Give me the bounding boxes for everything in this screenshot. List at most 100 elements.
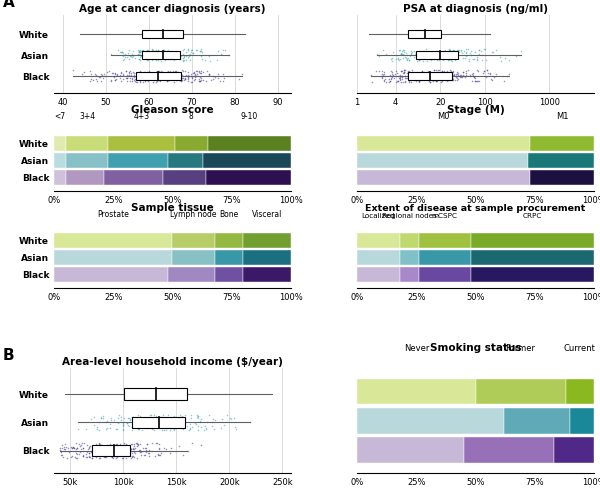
Point	[106, 76, 115, 84]
Point	[134, 55, 143, 63]
Point	[108, 69, 118, 76]
Point	[102, 443, 112, 451]
Point	[441, 72, 451, 80]
Point	[165, 450, 175, 458]
FancyBboxPatch shape	[136, 72, 181, 80]
Point	[458, 54, 468, 62]
Point	[97, 70, 106, 77]
Point	[407, 73, 416, 81]
Point	[140, 451, 149, 459]
Bar	[357, 379, 476, 404]
Point	[134, 48, 144, 56]
Point	[437, 67, 447, 75]
Point	[118, 454, 127, 462]
Point	[377, 70, 386, 77]
Point	[58, 453, 68, 461]
Point	[412, 73, 422, 81]
Point	[55, 444, 65, 452]
Point	[186, 48, 196, 56]
Point	[476, 47, 485, 55]
Point	[466, 52, 476, 60]
Point	[112, 447, 121, 455]
Point	[443, 70, 453, 78]
Bar	[54, 234, 172, 248]
Point	[447, 47, 457, 55]
Text: Never: Never	[404, 344, 429, 353]
Point	[122, 451, 132, 459]
Point	[141, 54, 151, 62]
Point	[466, 51, 475, 59]
Point	[455, 71, 464, 79]
Point	[149, 51, 158, 59]
Point	[496, 57, 506, 65]
Point	[186, 46, 196, 54]
Point	[178, 67, 188, 75]
Point	[92, 451, 102, 459]
Point	[144, 452, 154, 459]
Point	[155, 422, 164, 430]
Point	[154, 55, 164, 63]
Point	[67, 444, 76, 452]
Point	[148, 46, 158, 54]
Point	[191, 72, 201, 80]
Point	[397, 73, 407, 81]
Point	[437, 72, 446, 80]
Point	[138, 69, 148, 77]
Point	[94, 439, 103, 447]
Point	[90, 70, 100, 77]
Point	[442, 53, 451, 61]
Point	[196, 76, 205, 84]
Point	[118, 70, 127, 78]
Point	[436, 53, 445, 61]
Point	[75, 448, 85, 456]
Point	[423, 47, 433, 55]
Point	[141, 74, 151, 82]
Point	[141, 48, 151, 56]
Point	[184, 426, 194, 434]
Point	[181, 48, 191, 56]
Point	[442, 67, 452, 75]
Point	[79, 444, 88, 452]
Point	[161, 414, 170, 422]
Point	[110, 451, 120, 459]
Point	[403, 69, 412, 76]
Point	[143, 449, 153, 457]
Point	[119, 55, 129, 63]
Point	[98, 414, 108, 422]
Text: M0: M0	[437, 112, 450, 121]
Point	[122, 73, 132, 81]
Point	[412, 51, 422, 59]
Point	[118, 49, 128, 57]
Point	[195, 418, 205, 426]
Point	[180, 416, 190, 423]
Point	[400, 46, 409, 54]
Point	[137, 71, 147, 79]
Point	[113, 419, 122, 426]
FancyBboxPatch shape	[132, 417, 185, 428]
Point	[168, 76, 178, 84]
Point	[94, 453, 104, 460]
Point	[445, 46, 454, 54]
Point	[185, 50, 194, 58]
Point	[458, 68, 467, 76]
Point	[179, 52, 188, 60]
Point	[387, 68, 397, 76]
Point	[449, 46, 458, 54]
Point	[468, 55, 478, 63]
Point	[415, 77, 424, 85]
Point	[145, 420, 154, 427]
Point	[143, 69, 152, 76]
Point	[149, 425, 158, 433]
Point	[469, 73, 479, 81]
Point	[97, 441, 107, 449]
Point	[187, 78, 197, 86]
Point	[89, 450, 98, 458]
Point	[154, 424, 164, 432]
Bar	[357, 136, 530, 150]
Point	[155, 77, 165, 85]
Point	[418, 57, 428, 65]
Point	[440, 70, 449, 78]
Point	[118, 422, 128, 429]
Point	[148, 439, 157, 447]
Point	[192, 70, 202, 78]
